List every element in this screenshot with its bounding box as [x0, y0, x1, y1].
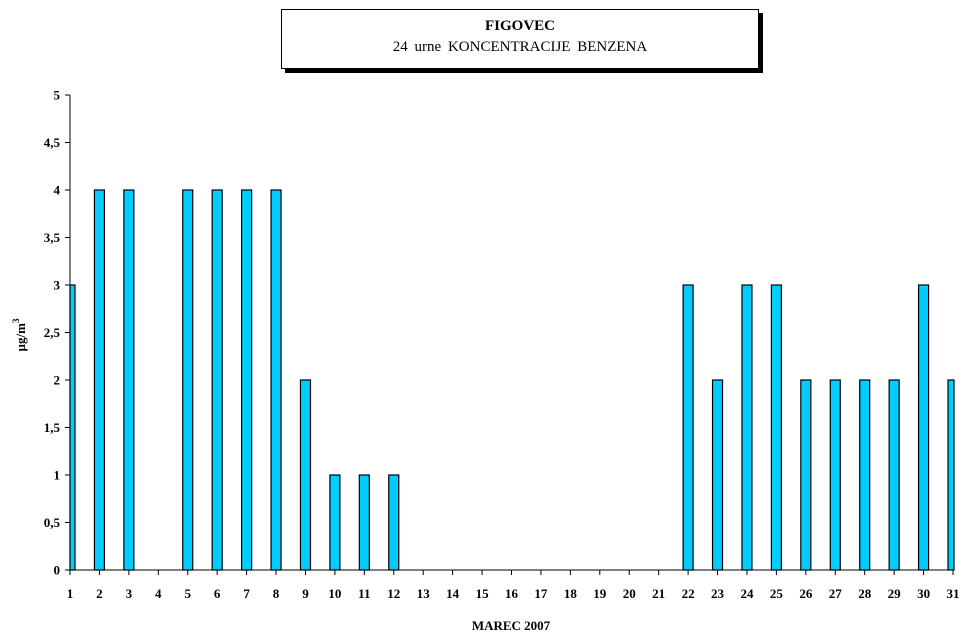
y-tick-label: 2,5 [44, 325, 61, 340]
bar-day-12 [388, 474, 400, 571]
bar-day-9 [299, 379, 312, 571]
x-tick-label: 20 [623, 586, 636, 601]
x-tick-label: 19 [593, 586, 607, 601]
chart-subtitle: 24 urne KONCENTRACIJE BENZENA [392, 39, 648, 55]
x-tick-label: 9 [302, 586, 309, 601]
x-tick-label: 15 [476, 586, 490, 601]
x-tick-label: 17 [534, 586, 548, 601]
x-tick-label: 28 [858, 586, 872, 601]
x-tick-label: 12 [387, 586, 400, 601]
y-tick-label: 3,5 [44, 230, 61, 245]
bar-day-8 [270, 189, 282, 571]
x-tick-label: 7 [243, 586, 250, 601]
bar-day-6 [211, 189, 223, 571]
chart-title-box: FIGOVEC 24 urne KONCENTRACIJE BENZENA [281, 9, 759, 69]
bar-day-29 [888, 379, 900, 571]
bar-day-1 [69, 284, 76, 571]
x-tick-label: 23 [711, 586, 725, 601]
bars-group [69, 189, 955, 571]
bar-day-2 [93, 189, 106, 571]
bar-day-7 [241, 189, 253, 571]
x-tick-label: 16 [505, 586, 519, 601]
bar-day-26 [800, 379, 812, 571]
bar-day-10 [329, 474, 341, 571]
x-ticks-group: 1 2 3 4 5 6 7 8 9 10 11 12 13 14 15 16 17 18 19 20 21 22 23 24 2… [67, 570, 960, 601]
y-tick-label: 1,5 [44, 420, 61, 435]
x-tick-label: 26 [799, 586, 813, 601]
x-tick-label: 27 [829, 586, 843, 601]
bar-day-23 [711, 379, 724, 571]
x-tick-label: 24 [740, 586, 754, 601]
y-axis-label-main: µg/m [13, 323, 28, 352]
bar-day-5 [182, 189, 194, 571]
x-tick-label: 25 [770, 586, 784, 601]
y-tick-label: 5 [54, 88, 61, 103]
x-tick-label: 3 [126, 586, 133, 601]
x-tick-label: 1 [67, 586, 74, 601]
bar-day-3 [123, 189, 135, 571]
x-tick-label: 29 [888, 586, 902, 601]
bar-day-31 [947, 379, 955, 571]
y-tick-label: 2 [54, 373, 61, 388]
y-tick-label: 1 [54, 468, 61, 483]
axes-group [69, 95, 953, 571]
x-tick-label: 21 [652, 586, 665, 601]
x-tick-label: 10 [328, 586, 341, 601]
bar-day-11 [358, 474, 370, 571]
y-axis-label: µg/m3 [11, 318, 28, 351]
bar-day-28 [859, 379, 871, 571]
x-tick-label: 31 [947, 586, 960, 601]
y-ticks-group: 0 0,5 1 1,5 2 2,5 3 3,5 4 4,5 5 [44, 88, 70, 578]
x-tick-label: 11 [358, 586, 370, 601]
x-tick-label: 14 [446, 586, 460, 601]
x-axis-label: MAREC 2007 [472, 618, 551, 633]
y-tick-label: 3 [54, 278, 61, 293]
y-tick-label: 4,5 [44, 135, 61, 150]
bar-day-24 [741, 284, 753, 571]
x-tick-label: 18 [564, 586, 578, 601]
x-tick-label: 4 [155, 586, 162, 601]
x-tick-label: 13 [417, 586, 431, 601]
bar-day-25 [770, 284, 783, 571]
bar-day-22 [682, 284, 694, 571]
chart-title: FIGOVEC [484, 18, 555, 34]
y-tick-label: 4 [54, 183, 61, 198]
bar-day-30 [917, 284, 930, 571]
bar-day-27 [829, 379, 841, 571]
x-tick-label: 2 [96, 586, 103, 601]
y-tick-label: 0 [54, 563, 61, 578]
y-axis-label-sup: 3 [11, 318, 21, 323]
y-tick-label: 0,5 [44, 515, 61, 530]
x-tick-label: 8 [273, 586, 280, 601]
x-tick-label: 22 [682, 586, 695, 601]
x-tick-label: 30 [917, 586, 930, 601]
x-tick-label: 6 [214, 586, 221, 601]
x-tick-label: 5 [184, 586, 191, 601]
